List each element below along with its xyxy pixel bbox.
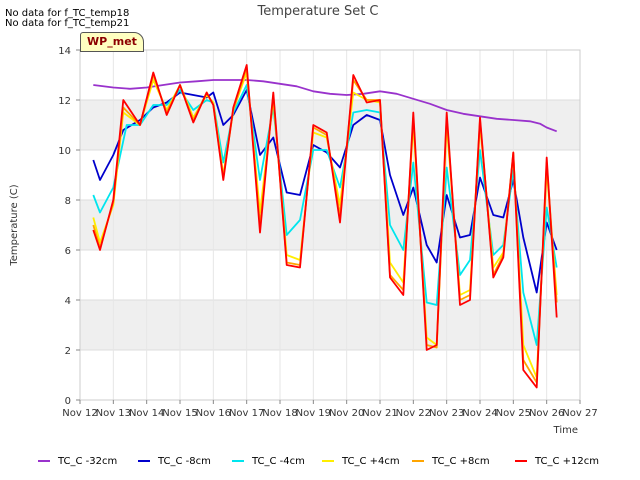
x-tick-label: Nov 24 bbox=[462, 408, 497, 419]
legend-label: TC_C +12cm bbox=[535, 455, 600, 467]
x-tick-label: Nov 19 bbox=[296, 408, 331, 419]
legend-swatch bbox=[322, 460, 334, 462]
legend-label: TC_C +8cm bbox=[432, 455, 490, 467]
x-tick-label: Nov 14 bbox=[129, 408, 164, 419]
x-tick-label: Nov 13 bbox=[96, 408, 131, 419]
series-line-tc-c-12cm bbox=[92, 64, 558, 389]
plot-frame bbox=[79, 49, 581, 401]
legend-item: TC_C +4cm bbox=[322, 452, 400, 470]
legend-item: TC_C -32cm bbox=[38, 452, 117, 470]
x-tick-label: Nov 18 bbox=[262, 408, 297, 419]
x-tick-label: Nov 21 bbox=[362, 408, 397, 419]
y-tick-label: 0 bbox=[65, 396, 71, 407]
y-tick-label: 10 bbox=[58, 146, 71, 157]
legend-item: TC_C +8cm bbox=[412, 452, 490, 470]
x-tick-label: Nov 26 bbox=[529, 408, 564, 419]
legend-label: TC_C -8cm bbox=[158, 455, 211, 467]
grid-band bbox=[80, 300, 580, 350]
y-tick-label: 8 bbox=[65, 196, 71, 207]
x-tick-label: Nov 20 bbox=[329, 408, 364, 419]
y-axis-label: Temperature (C) bbox=[9, 184, 20, 266]
x-tick-label: Nov 15 bbox=[162, 408, 197, 419]
x-tick-label: Nov 23 bbox=[429, 408, 464, 419]
legend-label: TC_C -32cm bbox=[58, 455, 118, 467]
legend-swatch bbox=[412, 460, 424, 462]
y-tick-label: 12 bbox=[58, 96, 71, 107]
chart-title: Temperature Set C bbox=[256, 4, 378, 19]
grid-band bbox=[80, 200, 580, 250]
legend: TC_C -32cm TC_C -8cm TC_C -4cm TC_C +4cm TC_… bbox=[0, 452, 640, 472]
x-tick-label: Nov 16 bbox=[196, 408, 231, 419]
legend-item: TC_C +12cm bbox=[515, 452, 599, 470]
legend-label: TC_C -4cm bbox=[252, 455, 305, 467]
legend-item: TC_C -8cm bbox=[138, 452, 211, 470]
legend-swatch bbox=[232, 460, 244, 462]
legend-label: TC_C +4cm bbox=[342, 455, 400, 467]
x-tick-label: Nov 12 bbox=[62, 408, 97, 419]
grid-band bbox=[80, 100, 580, 150]
legend-swatch bbox=[515, 460, 527, 462]
y-tick-label: 6 bbox=[65, 246, 71, 257]
y-tick-label: 4 bbox=[65, 296, 71, 307]
legend-swatch bbox=[38, 460, 50, 462]
series-lines bbox=[92, 64, 558, 389]
legend-item: TC_C -4cm bbox=[232, 452, 305, 470]
x-tick-label: Nov 25 bbox=[496, 408, 531, 419]
x-tick-label: Nov 17 bbox=[229, 408, 264, 419]
x-tick-label: Nov 27 bbox=[562, 408, 597, 419]
x-axis-label: Time bbox=[553, 425, 578, 436]
y-tick-label: 2 bbox=[65, 346, 71, 357]
plot-background bbox=[80, 50, 580, 400]
no-data-note-2: No data for f_TC_temp21 bbox=[5, 18, 130, 29]
legend-swatch bbox=[138, 460, 150, 462]
station-label: WP_met bbox=[80, 32, 144, 52]
x-tick-label: Nov 22 bbox=[396, 408, 431, 419]
no-data-note-1: No data for f_TC_temp18 bbox=[5, 8, 130, 19]
series-line-tc-c-32cm bbox=[93, 79, 558, 133]
y-tick-label: 14 bbox=[58, 46, 71, 57]
